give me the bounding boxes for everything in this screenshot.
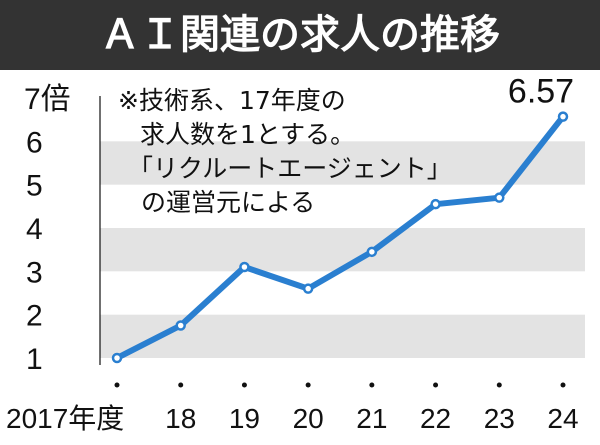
- y-tick-label: 5: [26, 170, 43, 203]
- x-tick-dot: [369, 382, 375, 388]
- data-point: [494, 192, 505, 203]
- chart-title: ＡＩ関連の求人の推移: [100, 12, 500, 58]
- data-points: [111, 111, 569, 364]
- series-line: [114, 113, 566, 361]
- data-point: [111, 352, 123, 364]
- x-tick-label: 22: [420, 403, 451, 434]
- x-tick-dot: [305, 382, 311, 388]
- data-point: [239, 261, 250, 273]
- y-tick-labels: 1 2 3 4 5 6 7倍: [24, 83, 71, 376]
- x-tick-label: 20: [293, 403, 324, 434]
- data-point: [430, 198, 441, 210]
- title-bar: [0, 0, 600, 70]
- x-tick-label: 24: [547, 403, 578, 434]
- x-tick-label: 21: [356, 403, 387, 434]
- x-tick-dot: [560, 382, 566, 388]
- x-tick-dot: [114, 382, 120, 388]
- y-tick-label: 6: [26, 126, 43, 159]
- source-note-line: 求人数を1とする。: [140, 120, 355, 149]
- value-label-last: 6.57: [508, 73, 574, 111]
- y-tick-label: 7倍: [24, 83, 71, 116]
- x-tick-marks: [114, 382, 566, 388]
- grid-band: [100, 314, 585, 358]
- x-tick-label: 18: [165, 403, 196, 434]
- grid-band: [100, 228, 585, 272]
- grid-band: [100, 141, 585, 185]
- source-note-line: 「リクルートエージェント」: [128, 154, 452, 183]
- y-tick-label: 4: [26, 213, 43, 246]
- x-tick-labels: 2017年度 18 19 20 21 22 23 24: [6, 403, 579, 434]
- x-tick-label: 23: [484, 403, 515, 434]
- y-tick-label: 1: [26, 343, 43, 376]
- x-tick-dot: [496, 382, 502, 388]
- x-tick-dot: [178, 382, 184, 388]
- x-tick-dot: [241, 382, 247, 388]
- x-tick-dot: [433, 382, 439, 388]
- x-tick-label: 2017年度: [6, 403, 124, 434]
- data-point: [557, 111, 569, 122]
- y-tick-label: 3: [26, 256, 43, 289]
- y-tick-label: 2: [26, 300, 43, 333]
- data-point: [366, 246, 378, 258]
- source-note-line: ※技術系、17年度の: [118, 86, 346, 115]
- x-tick-label: 19: [229, 403, 260, 434]
- source-note-line: の運営元による: [141, 188, 315, 217]
- data-point: [302, 283, 314, 294]
- data-point: [175, 320, 186, 331]
